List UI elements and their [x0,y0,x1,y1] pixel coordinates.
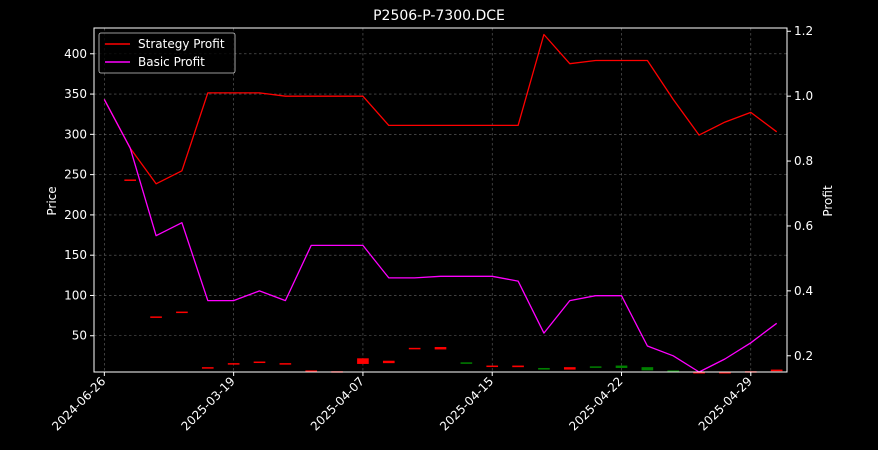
y-tick-label: 250 [64,168,87,182]
series-line-strategy-profit [103,33,778,185]
candle [589,366,602,368]
candle [150,316,162,318]
y2-tick-label: 0.4 [794,284,813,298]
legend: Strategy Profit Basic Profit [98,32,236,74]
x-tick-label: 2025-04-07 [308,374,367,433]
candle [615,365,628,368]
y2-tick-label: 1.0 [794,89,813,103]
series-lines [103,33,778,373]
candle [305,370,318,372]
y2-tick-label: 0.8 [794,154,813,168]
candle [563,367,576,370]
x-tick-label: 2025-03-19 [179,374,238,433]
legend-label-strategy-profit: Strategy Profit [138,37,225,51]
candle [279,363,292,365]
y2-axis-label: Profit [821,185,835,217]
x-tick-label: 2025-04-29 [696,374,755,433]
y-tick-label: 100 [64,288,87,302]
y-tick-label: 200 [64,208,87,222]
y-tick-label: 150 [64,248,87,262]
candle [382,360,395,364]
candle [176,311,188,314]
y-tick-label: 300 [64,127,87,141]
candle [201,367,214,369]
candle [124,179,137,181]
x-tick-label: 2025-04-22 [566,374,625,433]
candle [719,372,731,374]
candle [460,362,473,364]
y-axis-label: Price [45,186,59,215]
x-tick-label: 2025-04-15 [437,374,496,433]
candle [667,370,680,372]
y2-tick-label: 0.2 [794,349,813,363]
candle [693,372,705,374]
y2-tick-label: 0.6 [794,219,813,233]
y-axis-left: 50 100 150 200 250 300 350 400 [64,47,94,343]
grid-lines [94,28,787,372]
candle [538,367,550,370]
candle [641,367,654,371]
candle [227,363,240,365]
candle [486,365,499,368]
legend-label-basic-profit: Basic Profit [138,55,205,69]
x-tick-label: 2024-06-26 [49,374,108,433]
y-axis-right: 0.2 0.4 0.6 0.8 1.0 1.2 [787,24,813,363]
chart-title: P2506-P-7300.DCE [373,8,505,24]
candle [408,347,421,350]
candle [253,361,266,364]
y-tick-label: 50 [72,329,87,343]
candle [770,369,783,372]
series-line-basic-profit [103,99,778,373]
y-tick-label: 350 [64,87,87,101]
y2-tick-label: 1.2 [794,24,813,38]
candlesticks [124,179,783,374]
x-axis: 2024-06-26 2025-03-19 2025-04-07 2025-04-15… [49,372,755,433]
candle [357,358,369,364]
y-tick-label: 400 [64,47,87,61]
legend-box [98,32,236,74]
candle [434,347,447,350]
plot-frame [93,27,788,373]
candle [512,365,524,368]
